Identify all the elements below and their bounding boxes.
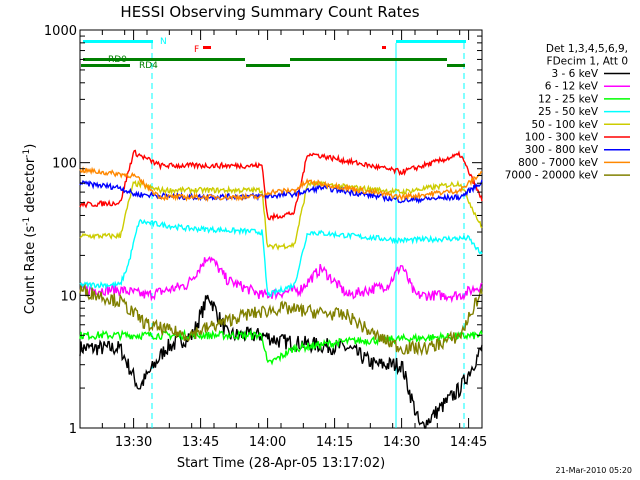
legend-entry-label-4: 50 - 100 keV: [531, 119, 598, 131]
flag-bar-f-2: [382, 46, 386, 49]
series-line-1: [79, 256, 483, 304]
legend-entry-label-2: 12 - 25 keV: [538, 93, 599, 105]
y-tick-label: 1000: [44, 24, 77, 39]
x-tick-label: 14:45: [450, 435, 487, 450]
flag-bar-rd0-low: [81, 64, 130, 67]
flag-bar-rd4-2: [290, 58, 447, 61]
flag-bar-n-right: [396, 40, 466, 43]
legend-entry-label-1: 6 - 12 keV: [545, 81, 599, 93]
series-line-5: [79, 149, 483, 222]
legend-entry-label-8: 7000 - 20000 keV: [505, 170, 599, 182]
x-tick-label: 13:45: [182, 435, 219, 450]
series-line-2: [79, 328, 483, 366]
series-line-8: [79, 283, 483, 357]
series-line-7: [79, 165, 483, 203]
y-tick-label: 100: [52, 157, 77, 172]
legend-header-line-1: FDecim 1, Att 0: [547, 56, 628, 68]
y-label-sup2: -1: [22, 149, 32, 158]
y-label-sup1: -1: [22, 217, 32, 226]
y-tick-label: 1: [69, 422, 77, 437]
series-line-0: [79, 294, 483, 429]
flag-bar-rd0-2: [246, 64, 290, 67]
y-tick-label: 10: [60, 289, 77, 304]
legend-entry-label-6: 300 - 800 keV: [525, 144, 599, 156]
legend-entry-label-3: 25 - 50 keV: [538, 106, 599, 118]
axes: 1 10 100 1000 13:30 13:45 14:00 14:15 14:30 14:45: [44, 24, 487, 450]
y-label-main: Count Rate (s: [23, 226, 38, 315]
footer-timestamp: 21-Mar-2010 05:20: [556, 466, 633, 475]
flag-label-rd4: RD4: [139, 61, 158, 71]
legend: Det 1,3,4,5,6,9,FDecim 1, Att 03 - 6 keV…: [505, 43, 630, 182]
legend-entry-label-5: 100 - 300 keV: [525, 132, 599, 144]
chart-title: HESSI Observing Summary Count Rates: [120, 3, 419, 21]
y-label-mid: detector: [23, 157, 38, 217]
x-tick-label: 14:00: [249, 435, 286, 450]
x-tick-label: 14:15: [316, 435, 353, 450]
series-lines: [79, 149, 483, 429]
y-label-end: ): [23, 144, 38, 149]
flag-label-rd0: RD0: [108, 55, 127, 65]
flag-bars: N F RD0 RD4: [81, 37, 466, 428]
flag-label-f: F: [194, 45, 199, 55]
y-axis-label: Count Rate (s-1 detector-1): [22, 144, 38, 315]
flag-bar-n-left: [83, 40, 153, 43]
legend-entry-label-7: 800 - 7000 keV: [518, 157, 599, 169]
x-axis-label: Start Time (28-Apr-05 13:17:02): [177, 456, 385, 471]
flag-label-n: N: [160, 37, 167, 47]
x-tick-label: 13:30: [115, 435, 152, 450]
series-line-3: [79, 218, 483, 297]
flag-bar-rd0-3: [447, 64, 465, 67]
legend-header-line-0: Det 1,3,4,5,6,9,: [546, 43, 628, 55]
plot-frame: [79, 29, 483, 429]
flag-bar-f-1: [203, 46, 211, 49]
x-tick-label: 14:30: [383, 435, 420, 450]
flag-bar-rd4-1: [130, 58, 245, 61]
legend-entry-label-0: 3 - 6 keV: [551, 68, 598, 80]
flag-bar-rd0: [83, 58, 136, 61]
